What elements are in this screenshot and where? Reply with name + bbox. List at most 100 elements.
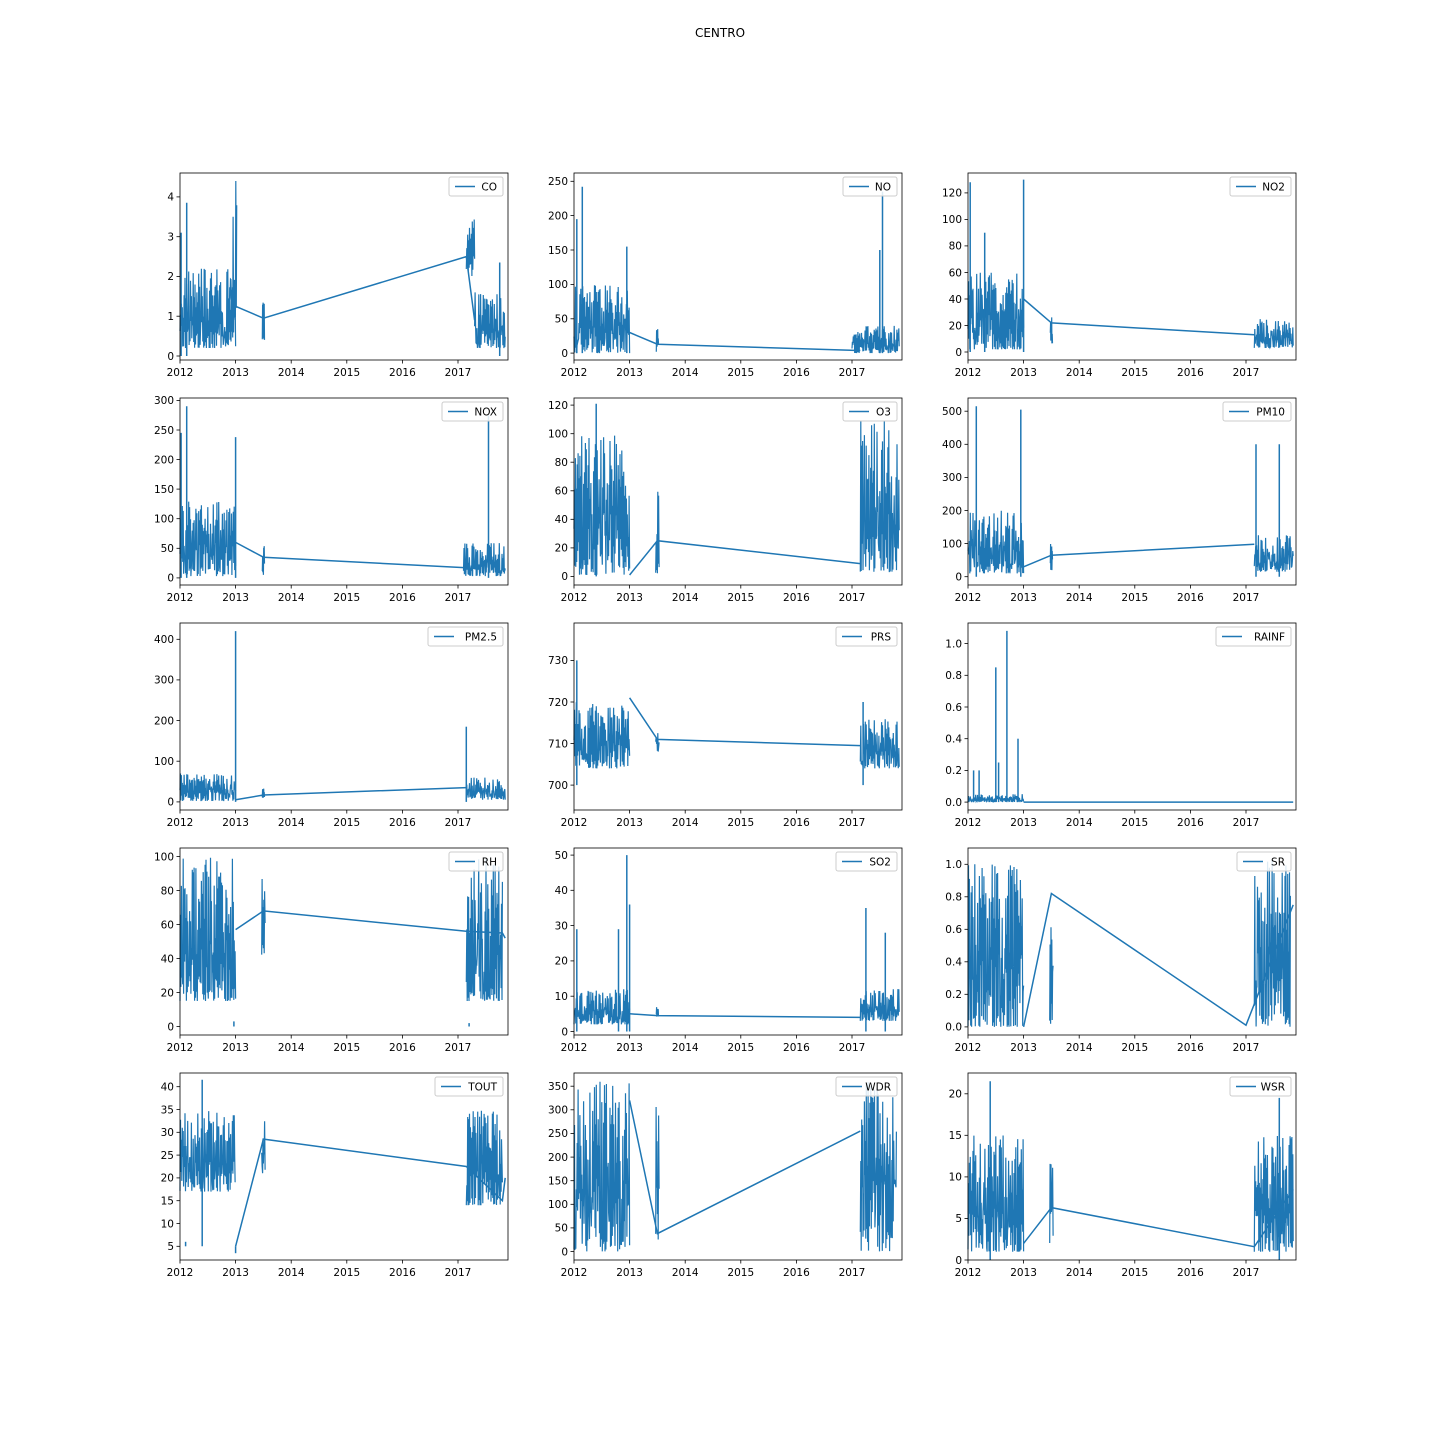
- legend-box: [1229, 176, 1292, 197]
- series-noise-block: [967, 510, 1025, 574]
- y-tick-label: 0: [561, 1026, 568, 1038]
- series-noise-block: [261, 546, 266, 575]
- x-tick-label: 2012: [561, 1267, 588, 1279]
- x-tick-label: 2016: [1177, 592, 1204, 604]
- series-noise-block: [655, 491, 660, 574]
- y-tick-label: 100: [548, 279, 568, 291]
- series-line: [628, 1100, 861, 1235]
- y-tick-label: 500: [942, 406, 962, 418]
- x-tick-label: 2016: [783, 1267, 810, 1279]
- y-tick-label: 20: [161, 987, 174, 999]
- x-tick-label: 2016: [389, 592, 416, 604]
- series-line: [234, 1138, 506, 1247]
- series-noise-block: [573, 435, 631, 576]
- y-tick-label: 50: [161, 543, 174, 555]
- x-tick-label: 2013: [222, 1267, 249, 1279]
- x-tick-label: 2016: [1177, 817, 1204, 829]
- x-tick-label: 2017: [839, 1267, 866, 1279]
- axes-frame: [179, 397, 509, 586]
- series-line: [1023, 298, 1255, 336]
- y-tick-label: 0.8: [945, 670, 962, 682]
- y-tick-label: 120: [942, 188, 962, 200]
- x-tick-label: 2012: [955, 1042, 982, 1054]
- x-tick-label: 2014: [278, 367, 305, 379]
- series-line: [235, 910, 506, 939]
- x-tick-label: 2012: [955, 367, 982, 379]
- series-noise-block: [1049, 317, 1054, 344]
- series-line: [628, 697, 861, 747]
- x-tick-label: 2013: [1010, 1267, 1037, 1279]
- subplot-pm25: 2012 2013 2014 2015 2016 2017 0 100 200 300 400 PM2…: [154, 622, 509, 829]
- y-tick-label: 0: [955, 347, 962, 359]
- x-tick-label: 2014: [1066, 1267, 1093, 1279]
- x-tick-label: 2015: [333, 367, 360, 379]
- axes-frame: [573, 172, 903, 361]
- legend-box: [842, 401, 898, 422]
- y-tick-label: 60: [555, 486, 568, 498]
- x-tick-label: 2014: [278, 1267, 305, 1279]
- x-tick-label: 2014: [672, 367, 699, 379]
- series-noise-block: [859, 1081, 897, 1252]
- x-tick-label: 2015: [727, 592, 754, 604]
- legend-box: [1236, 851, 1292, 872]
- x-tick-label: 2013: [222, 1042, 249, 1054]
- series-noise-block: [465, 219, 476, 277]
- legend-label: NO: [875, 182, 891, 194]
- y-tick-label: 50: [555, 850, 568, 862]
- x-tick-label: 2016: [389, 817, 416, 829]
- series-noise-block: [261, 878, 266, 955]
- x-tick-label: 2014: [672, 1042, 699, 1054]
- y-tick-label: 120: [548, 400, 568, 412]
- y-tick-label: 20: [555, 543, 568, 555]
- x-tick-label: 2016: [783, 817, 810, 829]
- y-tick-label: 700: [548, 780, 568, 792]
- y-tick-label: 730: [548, 655, 568, 667]
- series-noise-block: [1049, 927, 1054, 1024]
- series-noise-block: [967, 864, 1025, 1027]
- y-tick-label: 0.8: [945, 892, 962, 904]
- x-tick-label: 2017: [445, 1267, 472, 1279]
- x-tick-label: 2016: [1177, 367, 1204, 379]
- series-noise-block: [261, 788, 266, 798]
- y-tick-label: 25: [161, 1150, 174, 1162]
- subplot-prs: 2012 2013 2014 2015 2016 2017 700 710 720 730 PRS: [548, 622, 903, 829]
- y-tick-label: 100: [548, 1199, 568, 1211]
- legend-label: WDR: [865, 1082, 891, 1094]
- x-tick-label: 2012: [167, 1267, 194, 1279]
- y-tick-label: 100: [154, 514, 174, 526]
- subplot-no: 2012 2013 2014 2015 2016 2017 0 50 100 150 200 250 N…: [548, 172, 903, 379]
- x-tick-label: 2012: [167, 592, 194, 604]
- y-tick-label: 100: [942, 538, 962, 550]
- subplot-so2: 2012 2013 2014 2015 2016 2017 0 10 20 30 40 50 SO2: [555, 847, 903, 1054]
- y-tick-label: 0.0: [945, 1022, 962, 1034]
- y-tick-label: 300: [942, 472, 962, 484]
- x-tick-label: 2017: [1233, 592, 1260, 604]
- y-tick-label: 200: [942, 505, 962, 517]
- y-tick-label: 250: [154, 425, 174, 437]
- series-line: [629, 1013, 861, 1019]
- x-tick-label: 2014: [672, 817, 699, 829]
- series-noise-block: [1049, 543, 1054, 571]
- y-tick-label: 0: [955, 572, 962, 584]
- x-tick-label: 2013: [222, 817, 249, 829]
- x-tick-label: 2013: [616, 1042, 643, 1054]
- series-line: [1023, 543, 1255, 568]
- axes-frame: [179, 622, 509, 811]
- axes-frame: [179, 847, 509, 1036]
- legend-label: O3: [876, 407, 891, 419]
- x-tick-label: 2017: [445, 367, 472, 379]
- x-tick-label: 2014: [672, 592, 699, 604]
- x-tick-label: 2016: [783, 1042, 810, 1054]
- series-noise-block: [465, 777, 506, 800]
- x-tick-label: 2015: [1121, 817, 1148, 829]
- series-noise-block: [967, 272, 1025, 350]
- axes-frame: [573, 622, 903, 811]
- y-tick-label: 1.0: [945, 859, 962, 871]
- x-tick-label: 2012: [561, 1042, 588, 1054]
- subplot-pm10: 2012 2013 2014 2015 2016 2017 0 100 200 300 400 500…: [942, 397, 1297, 604]
- legend-box: [441, 401, 504, 422]
- x-tick-label: 2017: [1233, 1267, 1260, 1279]
- legend-box: [1215, 626, 1292, 647]
- x-tick-label: 2012: [167, 367, 194, 379]
- series-line: [235, 541, 467, 569]
